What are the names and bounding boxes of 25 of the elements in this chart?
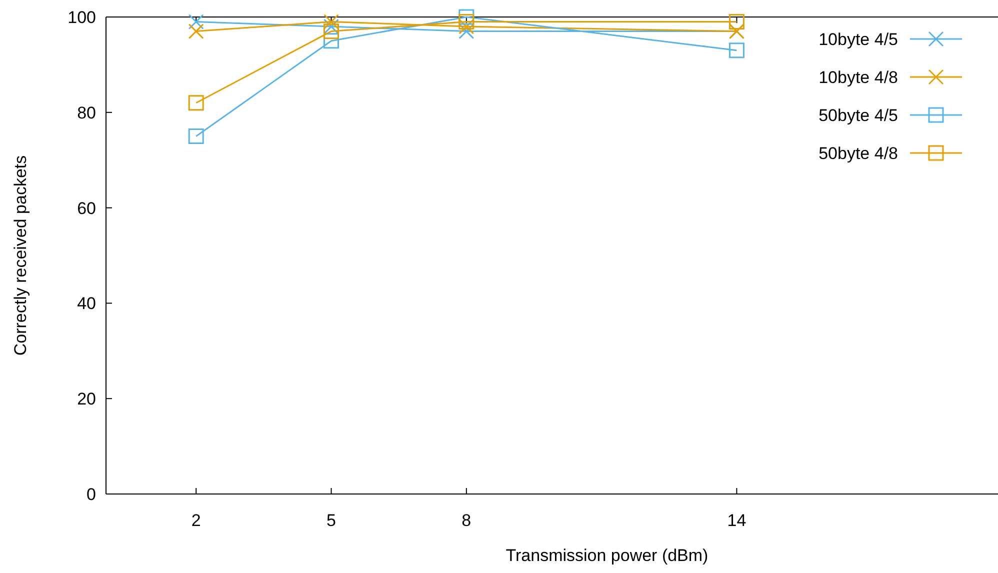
legend-label: 50byte 4/8 xyxy=(818,144,898,163)
x-axis-title: Transmission power (dBm) xyxy=(506,546,708,565)
point xyxy=(324,24,340,40)
y-tick-label: 80 xyxy=(77,103,96,122)
point xyxy=(728,42,744,58)
point xyxy=(458,14,474,30)
x-tick-label: 14 xyxy=(727,511,746,530)
point xyxy=(188,128,204,144)
x-tick-label: 8 xyxy=(462,511,472,530)
y-tick-label: 20 xyxy=(77,390,96,409)
point xyxy=(188,24,204,40)
x-tick-label: 5 xyxy=(326,511,336,530)
y-tick-label: 40 xyxy=(77,294,96,314)
x-tick-label: 2 xyxy=(191,511,201,530)
point xyxy=(188,14,204,30)
legend-label: 10byte 4/8 xyxy=(818,68,898,87)
legend-label: 50byte 4/5 xyxy=(818,106,898,125)
point xyxy=(324,33,340,49)
y-axis-title: Correctly received packets xyxy=(11,155,30,356)
legend-label: 10byte 4/5 xyxy=(818,30,898,49)
point xyxy=(728,14,744,30)
y-tick-label: 0 xyxy=(86,484,96,504)
y-tick-label: 100 xyxy=(68,8,96,27)
point xyxy=(188,95,204,111)
y-tick-label: 60 xyxy=(77,198,96,218)
